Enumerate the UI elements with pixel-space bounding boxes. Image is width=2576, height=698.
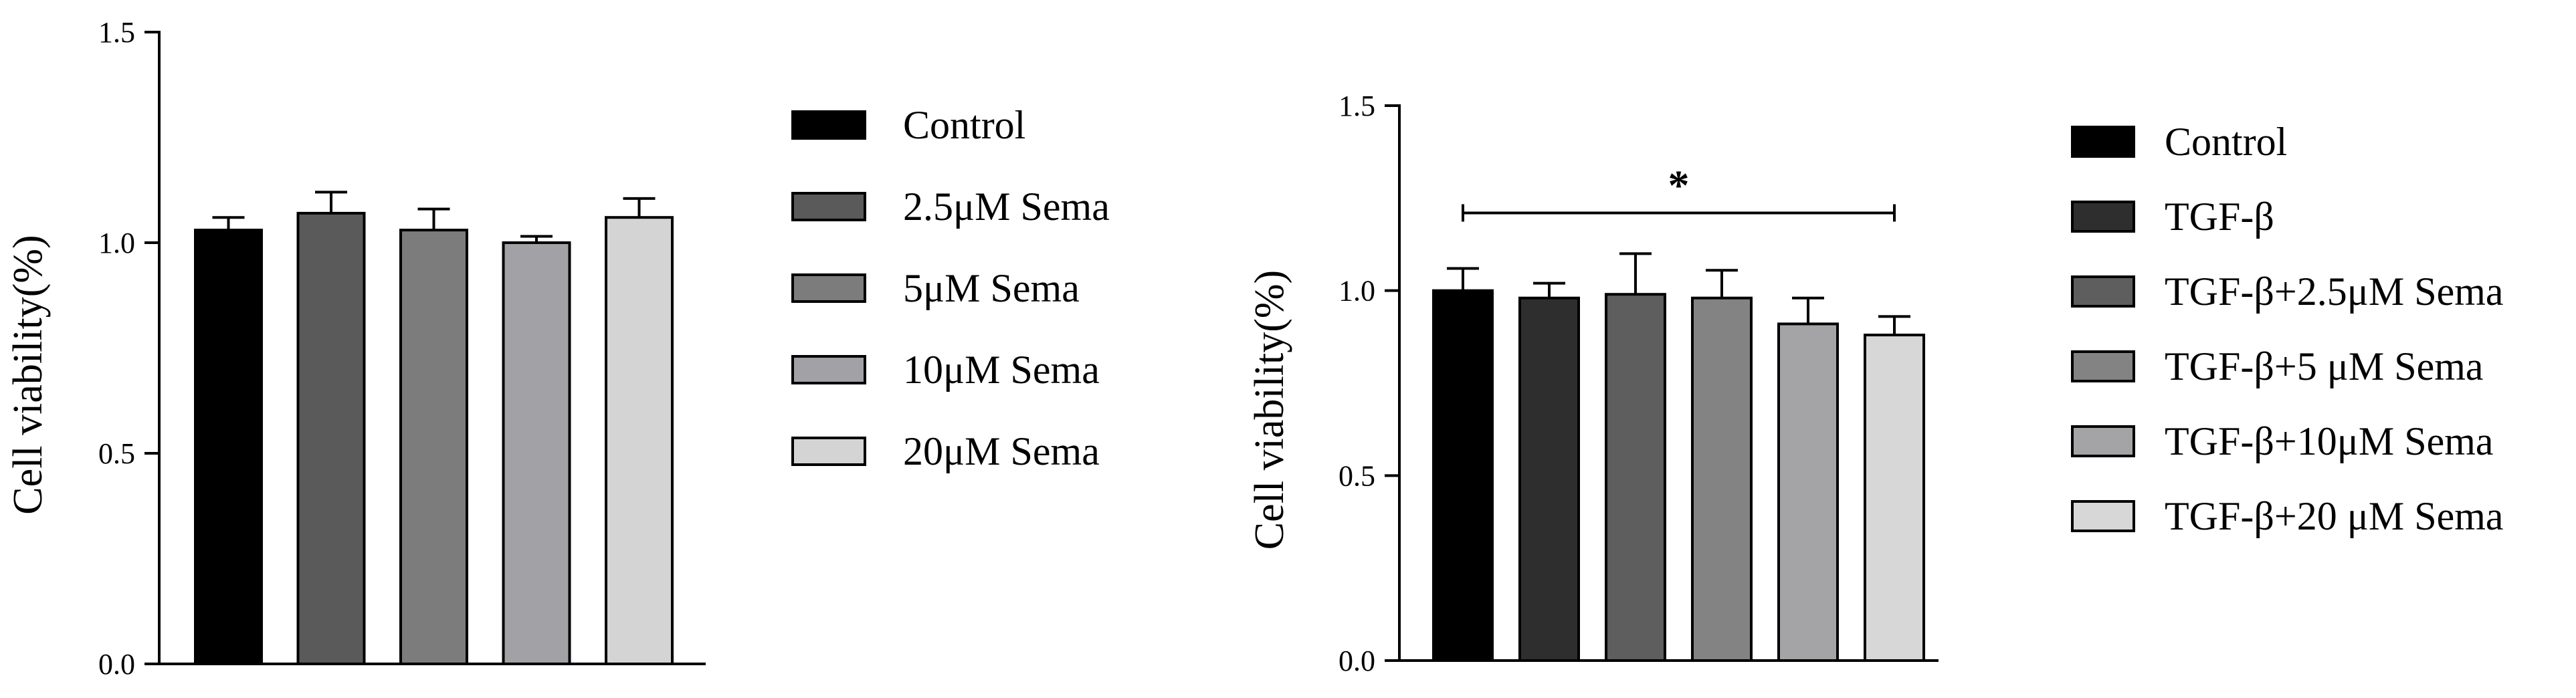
y-tick-label: 1.0 — [98, 227, 135, 259]
legend-swatch-1 — [791, 110, 866, 140]
legend-label-4: TGF-β+5 μM Sema — [2165, 344, 2484, 388]
legend-swatch-4 — [791, 355, 866, 384]
legend-label-3: TGF-β+2.5μM Sema — [2165, 269, 2504, 314]
legend-swatch-6 — [2071, 500, 2135, 532]
legend-swatch-3 — [791, 273, 866, 303]
y-axis-title: Cell viability(%) — [5, 235, 51, 514]
legend-label-4: 10μM Sema — [903, 348, 1100, 392]
bar-1 — [1432, 289, 1494, 662]
y-tick-label: 0.0 — [98, 648, 135, 681]
significance-label: * — [1668, 161, 1690, 209]
chart-panel-left: 0.0 0.5 1.0 1.5 Cell viability(%) Control 2.5μ… — [5, 16, 1110, 681]
legend-swatch-4 — [2071, 350, 2135, 382]
legend-label-5: TGF-β+10μM Sema — [2165, 419, 2494, 463]
legend-swatch-2 — [2071, 201, 2135, 233]
legend-label-6: TGF-β+20 μM Sema — [2165, 494, 2504, 538]
chart-panel-right: 0.0 0.5 1.0 1.5 Cell viability(%) * Control TGF… — [1247, 90, 2504, 677]
y-axis-title: Cell viability(%) — [1247, 270, 1292, 550]
legend-swatch-5 — [791, 437, 866, 466]
y-tick-label: 0.5 — [98, 437, 135, 470]
y-tick-label: 1.0 — [1339, 275, 1375, 308]
legend-label-1: Control — [903, 103, 1025, 147]
legend-swatch-2 — [791, 192, 866, 221]
bar-4 — [1691, 296, 1753, 662]
bar-3 — [1605, 293, 1666, 662]
bar-4 — [502, 241, 571, 665]
bar-2 — [296, 211, 366, 665]
y-tick-label: 0.5 — [1339, 459, 1375, 492]
bar-5 — [605, 216, 674, 665]
bar-5 — [1777, 322, 1839, 662]
legend-swatch-3 — [2071, 275, 2135, 308]
y-tick-label: 0.0 — [1339, 645, 1375, 677]
bar-2 — [1518, 296, 1580, 662]
y-tick-label: 1.5 — [98, 16, 135, 49]
legend-swatch-5 — [2071, 425, 2135, 457]
legend-label-2: TGF-β — [2165, 195, 2274, 239]
legend-label-5: 20μM Sema — [903, 429, 1100, 473]
legend-label-1: Control — [2165, 120, 2287, 164]
y-tick-label: 1.5 — [1339, 90, 1375, 122]
bar-1 — [194, 229, 263, 666]
legend-swatch-1 — [2071, 126, 2135, 158]
bar-6 — [1864, 334, 1925, 662]
legend-label-2: 2.5μM Sema — [903, 185, 1110, 229]
legend-label-3: 5μM Sema — [903, 266, 1080, 310]
bar-3 — [399, 229, 468, 666]
